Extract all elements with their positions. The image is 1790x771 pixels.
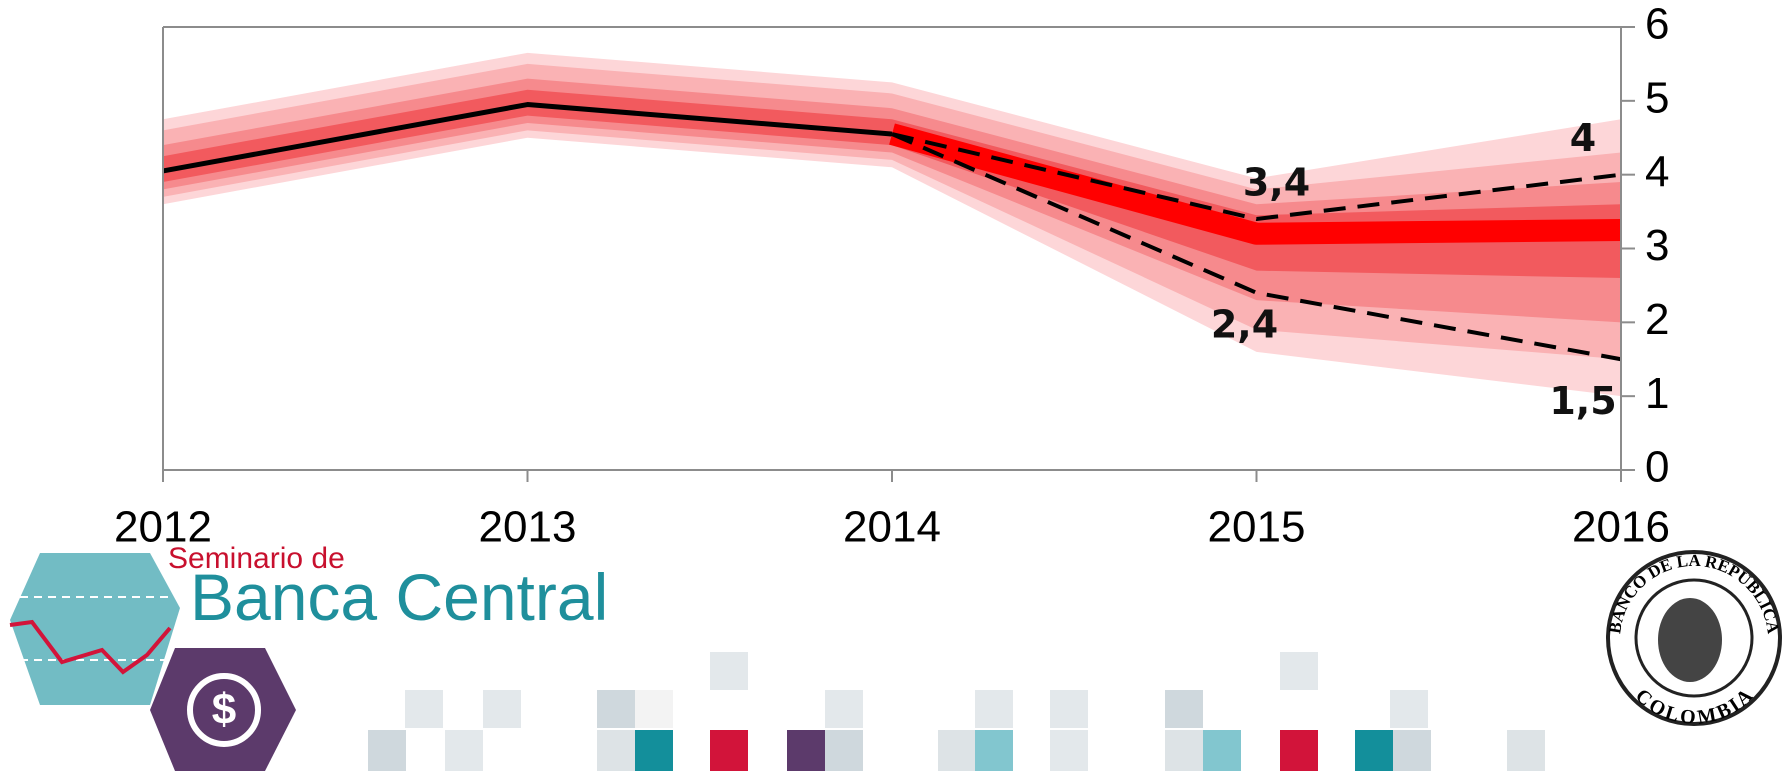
seminar-main: Banca Central	[190, 560, 608, 634]
y-tick-label: 2	[1645, 295, 1669, 344]
series-line	[891, 132, 1622, 221]
value-label: 3,4	[1243, 160, 1310, 204]
logo-dollar: $	[212, 685, 236, 734]
x-tick-label: 2012	[114, 503, 212, 552]
y-tick-label: 5	[1645, 73, 1669, 122]
logo-coin	[187, 673, 261, 747]
value-label: 1,5	[1549, 379, 1616, 423]
x-tick-label: 2016	[1572, 503, 1670, 552]
y-tick-label: 1	[1645, 369, 1669, 418]
series-line	[162, 102, 893, 174]
y-tick-label: 4	[1645, 147, 1669, 196]
seminar-top: Seminario de	[168, 542, 345, 575]
y-tick-label: 0	[1645, 443, 1669, 492]
plot: 3,4 4 2,4 1,5 0 1 2 3 4 5 6 2012 2013 2014 2015 2016	[114, 0, 1670, 552]
footer: $ Seminario de Banca Central B	[9, 542, 1783, 771]
x-tick-label: 2015	[1208, 503, 1306, 552]
logo-hexagon	[10, 553, 180, 705]
logo-trend	[9, 619, 172, 675]
value-label: 2,4	[1211, 302, 1278, 346]
y-tick-label: 3	[1645, 221, 1669, 270]
series-line	[889, 123, 1622, 245]
y-tick-label: 6	[1645, 0, 1669, 49]
x-tick-label: 2014	[843, 503, 941, 552]
logo-hexagon-purple	[150, 648, 296, 771]
seal-head	[1658, 598, 1722, 682]
x-tick-label: 2013	[479, 503, 577, 552]
mosaic	[368, 652, 1545, 771]
value-label: 4	[1570, 116, 1596, 160]
